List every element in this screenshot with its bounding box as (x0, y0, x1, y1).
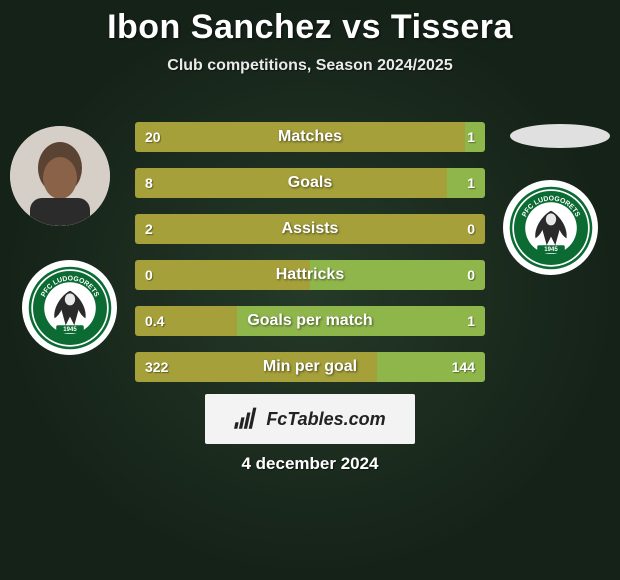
stat-left-value: 0.4 (135, 306, 237, 336)
stat-left-value: 2 (135, 214, 485, 244)
stat-left-value: 20 (135, 122, 465, 152)
player1-silhouette-icon (10, 126, 110, 226)
comparison-bars: 201Matches 81Goals 02Assists 00Hattricks 0.4… (135, 122, 485, 398)
page-title: Ibon Sanchez vs Tissera (0, 0, 620, 47)
stat-right-value: 0 (310, 260, 485, 290)
stat-row: 201Matches (135, 122, 485, 152)
stat-right-value: 144 (377, 352, 486, 382)
stat-left-value: 322 (135, 352, 377, 382)
brand-box: FcTables.com (205, 394, 415, 444)
club2-crest-icon: 1945 PFC LUDOGORETS (508, 185, 594, 271)
stat-row: 81Goals (135, 168, 485, 198)
player2-avatar (510, 124, 610, 148)
date-text: 4 december 2024 (0, 454, 620, 474)
stat-row: 0.41Goals per match (135, 306, 485, 336)
signal-bars-icon (234, 406, 260, 432)
stat-row: 02Assists (135, 214, 485, 244)
stat-right-value: 1 (237, 306, 486, 336)
brand-text: FcTables.com (266, 409, 385, 430)
svg-text:1945: 1945 (63, 327, 77, 333)
club1-crest-icon: 1945 PFC LUDOGORETS (27, 265, 113, 351)
stat-right-value: 1 (465, 122, 485, 152)
subtitle: Club competitions, Season 2024/2025 (0, 57, 620, 75)
svg-text:1945: 1945 (544, 247, 558, 253)
club1-badge: 1945 PFC LUDOGORETS (22, 260, 117, 355)
player1-avatar (10, 126, 110, 226)
club2-badge: 1945 PFC LUDOGORETS (503, 180, 598, 275)
stat-row: 322144Min per goal (135, 352, 485, 382)
stat-right-value: 0 (467, 214, 475, 244)
stat-left-value: 8 (135, 168, 447, 198)
stat-row: 00Hattricks (135, 260, 485, 290)
stat-left-value: 0 (135, 260, 310, 290)
stat-right-value: 1 (447, 168, 486, 198)
